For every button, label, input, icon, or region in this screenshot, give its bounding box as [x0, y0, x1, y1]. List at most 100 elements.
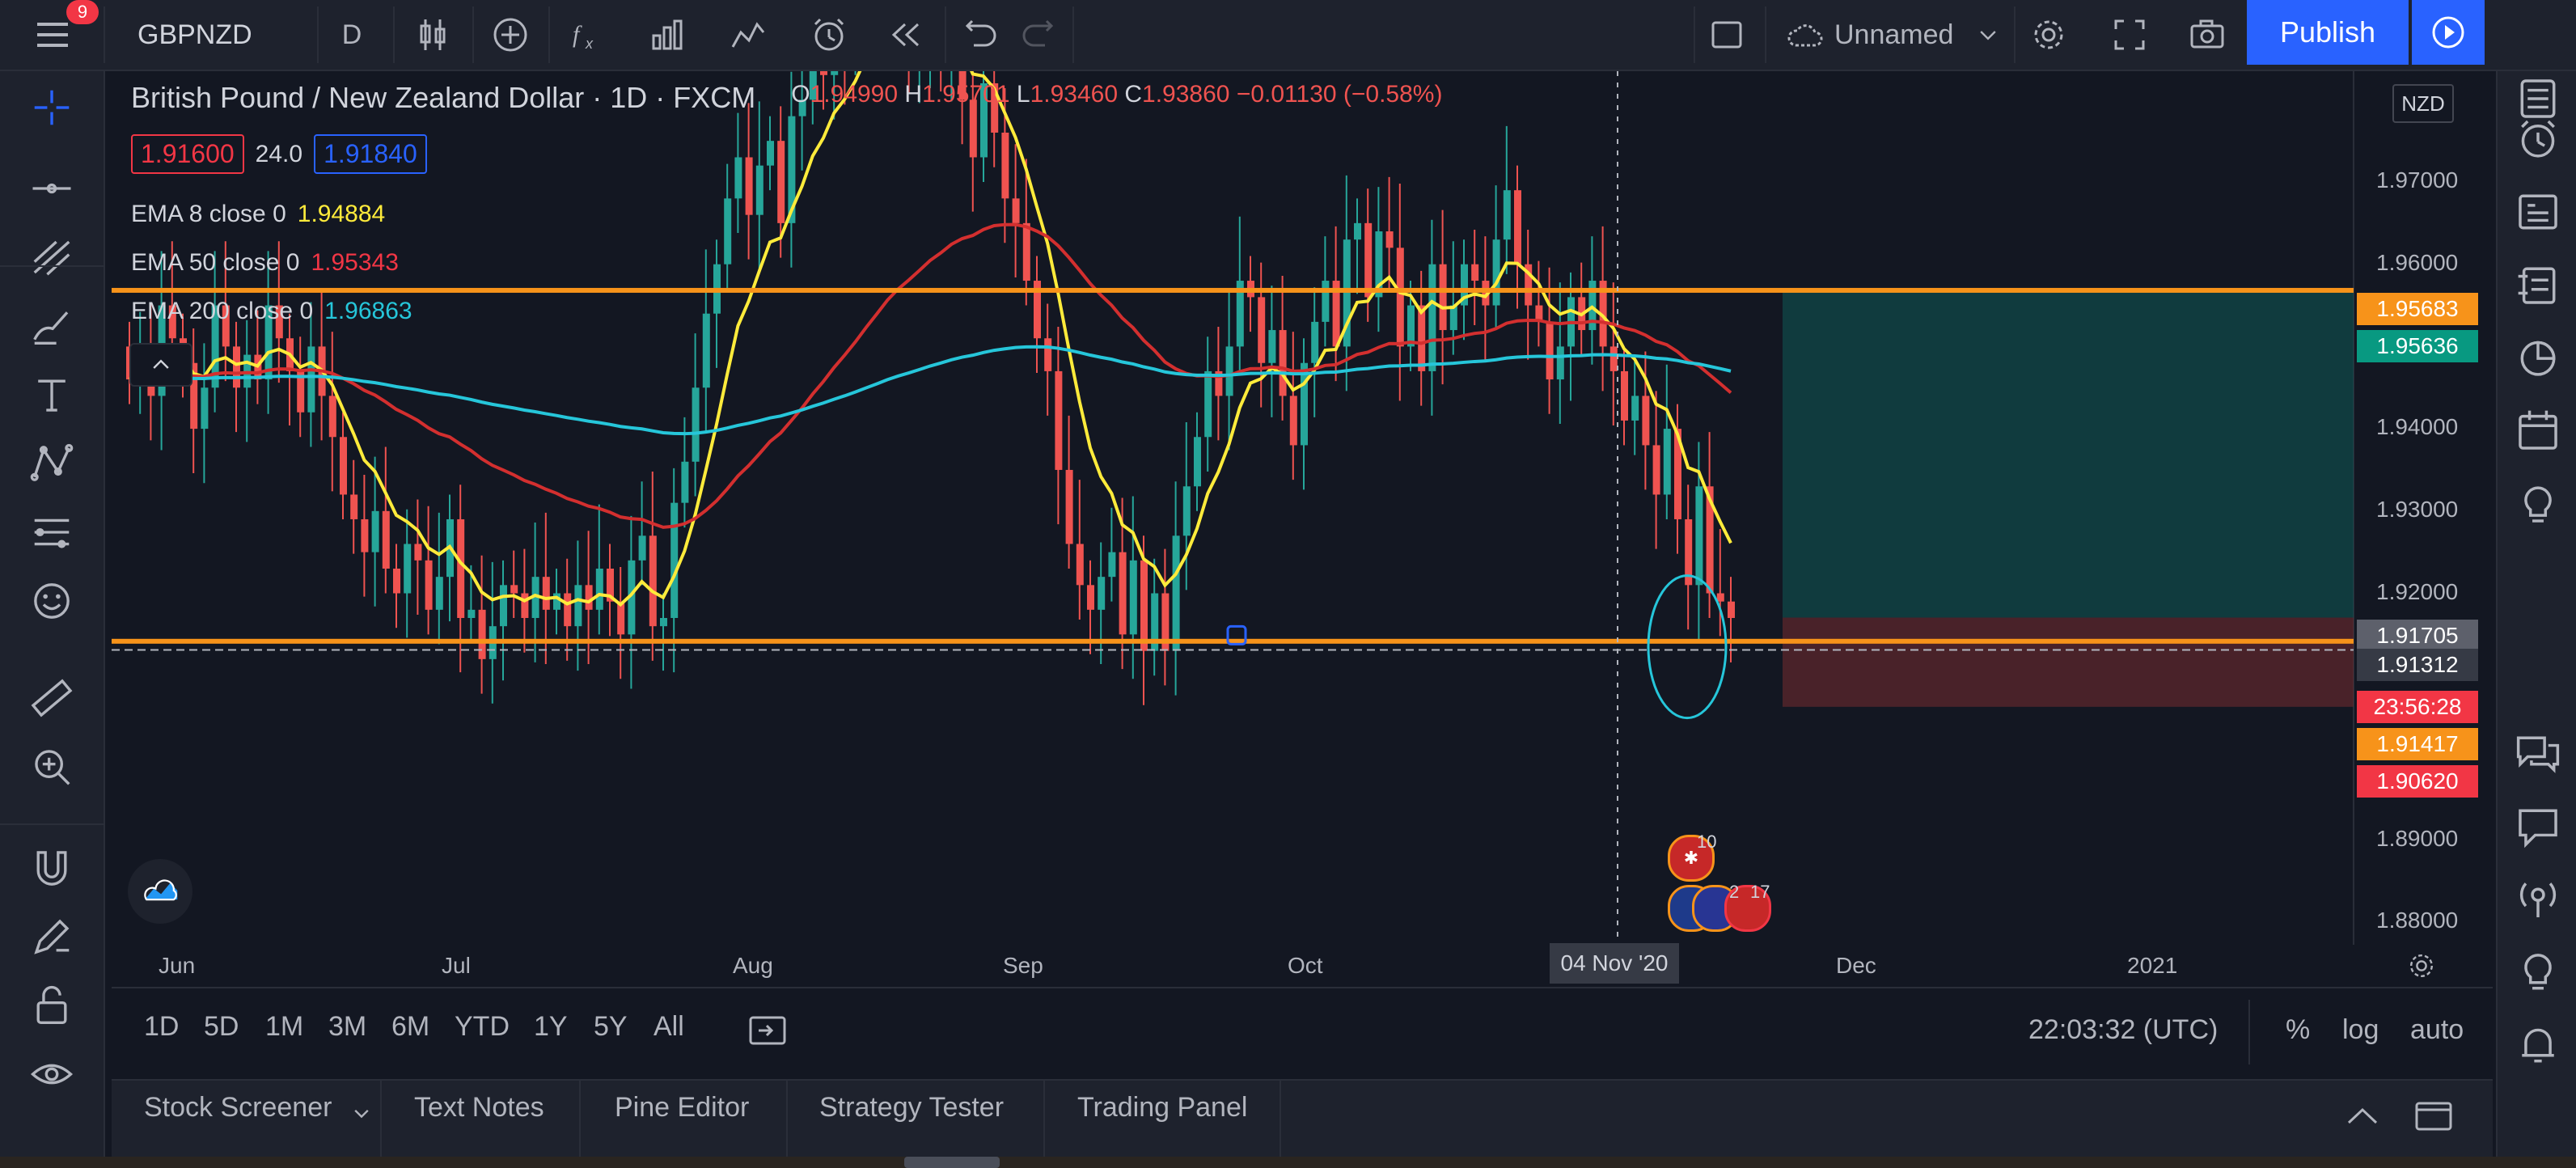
- uk-event-marker-2[interactable]: [1724, 885, 1771, 932]
- maximize-panel-icon[interactable]: [2413, 1098, 2454, 1134]
- candle-body: [382, 510, 390, 569]
- trend-line-icon[interactable]: [19, 229, 84, 286]
- price-chart[interactable]: [112, 71, 2493, 945]
- layout-icon[interactable]: [1698, 0, 1755, 70]
- pattern-icon[interactable]: [19, 435, 84, 492]
- symbol-search-button[interactable]: GBPNZD: [137, 19, 252, 50]
- stay-in-drawing-icon[interactable]: [19, 908, 84, 965]
- scrollbar-thumb[interactable]: [904, 1157, 1000, 1168]
- horizontal-line-icon[interactable]: [19, 160, 84, 217]
- interval-button[interactable]: D: [341, 19, 362, 50]
- range-button-1m[interactable]: 1M: [265, 1011, 304, 1042]
- eye-visibility-icon[interactable]: [19, 1046, 84, 1102]
- ruler-icon[interactable]: [19, 670, 84, 726]
- text-tool-icon[interactable]: [19, 366, 84, 423]
- watchlist-icon[interactable]: [2512, 73, 2564, 125]
- range-button-ytd[interactable]: YTD: [455, 1011, 510, 1042]
- ideas-lightbulb-icon[interactable]: [2512, 477, 2564, 529]
- notifications-bell-icon[interactable]: [2512, 1019, 2564, 1071]
- range-button-3m[interactable]: 3M: [328, 1011, 367, 1042]
- undo-icon[interactable]: [953, 0, 1009, 70]
- percent-scale-toggle[interactable]: %: [2286, 1014, 2311, 1045]
- publish-button[interactable]: Publish: [2247, 0, 2409, 65]
- snapshot-camera-icon[interactable]: [2179, 0, 2235, 70]
- candle-body: [1631, 396, 1639, 421]
- brush-icon[interactable]: [19, 298, 84, 354]
- calendar-pie-icon[interactable]: [2512, 332, 2564, 383]
- tab-text-notes[interactable]: Text Notes: [414, 1092, 544, 1123]
- tab-pine-editor[interactable]: Pine Editor: [615, 1092, 750, 1123]
- candle-body: [201, 387, 209, 430]
- ema200-legend[interactable]: EMA 200 close 0 1.96863: [131, 298, 412, 324]
- goto-date-icon[interactable]: [747, 1014, 788, 1047]
- uk-event-marker[interactable]: ✱: [1668, 835, 1715, 882]
- screener-chevron-down-icon[interactable]: [349, 1102, 374, 1126]
- financials-icon[interactable]: [639, 0, 696, 70]
- resistance-level: [112, 287, 2354, 293]
- alert-icon[interactable]: [801, 0, 857, 70]
- settings-gear-icon[interactable]: [2020, 0, 2077, 70]
- calendar-icon[interactable]: [2512, 404, 2564, 456]
- hotlist-icon[interactable]: [2512, 259, 2564, 311]
- lock-icon[interactable]: [19, 977, 84, 1034]
- range-button-5y[interactable]: 5Y: [594, 1011, 628, 1042]
- range-button-1y[interactable]: 1Y: [534, 1011, 568, 1042]
- price-tick-label: 1.97000: [2376, 167, 2459, 193]
- chart-settings-gear-icon[interactable]: [2405, 950, 2438, 982]
- zoom-in-icon[interactable]: [19, 738, 84, 795]
- range-button-all[interactable]: All: [654, 1011, 684, 1042]
- layout-name[interactable]: Unnamed: [1834, 19, 1954, 50]
- price-badge: 1.95683: [2357, 293, 2478, 325]
- emoji-icon[interactable]: [19, 573, 84, 629]
- log-scale-toggle[interactable]: log: [2342, 1014, 2379, 1045]
- candle-body: [1034, 281, 1041, 339]
- streams-icon[interactable]: [2512, 801, 2564, 853]
- ema8-legend[interactable]: EMA 8 close 0 1.94884: [131, 201, 386, 227]
- range-button-6m[interactable]: 6M: [391, 1011, 430, 1042]
- cloud-logo-icon[interactable]: [128, 859, 192, 924]
- candle-body: [670, 502, 679, 619]
- chat-icon[interactable]: [2512, 728, 2564, 780]
- candle-body: [1258, 297, 1266, 363]
- candle-body: [564, 593, 572, 627]
- ema50-legend[interactable]: EMA 50 close 0 1.95343: [131, 249, 399, 276]
- tab-trading-panel[interactable]: Trading Panel: [1077, 1092, 1248, 1123]
- cloud-save-icon[interactable]: [1776, 0, 1833, 70]
- publish-play-icon[interactable]: [2412, 0, 2485, 65]
- lightbulb-icon[interactable]: [2512, 946, 2564, 998]
- symbol-title[interactable]: British Pound / New Zealand Dollar · 1D …: [131, 81, 756, 114]
- ema8-line: [128, 71, 1732, 607]
- crosshair-icon[interactable]: [19, 79, 84, 136]
- candle-body: [233, 346, 240, 388]
- redo-icon[interactable]: [1009, 0, 1066, 70]
- candle-body: [1204, 370, 1212, 438]
- buy-price-button[interactable]: 1.91840: [314, 134, 427, 174]
- menu-icon[interactable]: [24, 0, 81, 70]
- sell-price-button[interactable]: 1.91600: [131, 134, 244, 174]
- range-button-5d[interactable]: 5D: [204, 1011, 239, 1042]
- data-window-icon[interactable]: [2512, 186, 2564, 238]
- tab-strategy-tester[interactable]: Strategy Tester: [819, 1092, 1005, 1123]
- candle-body: [1418, 305, 1426, 371]
- collapse-legend-button[interactable]: [129, 343, 192, 387]
- compare-add-icon[interactable]: [482, 0, 539, 70]
- prediction-tools-icon[interactable]: [19, 504, 84, 561]
- candle-body: [1407, 305, 1415, 347]
- range-button-1d[interactable]: 1D: [144, 1011, 180, 1042]
- chevron-down-icon[interactable]: [1972, 0, 2004, 70]
- magnet-icon[interactable]: [19, 840, 84, 896]
- utc-clock[interactable]: 22:03:32 (UTC): [2028, 1014, 2219, 1045]
- auto-scale-toggle[interactable]: auto: [2410, 1014, 2464, 1045]
- templates-icon[interactable]: [720, 0, 776, 70]
- currency-label[interactable]: NZD: [2392, 84, 2454, 123]
- alarm-clock-icon[interactable]: [2512, 113, 2564, 165]
- replay-icon[interactable]: [878, 0, 934, 70]
- candle-body: [1449, 305, 1457, 331]
- price-badge: 1.95636: [2357, 330, 2478, 362]
- expand-panel-chevron-up-icon[interactable]: [2342, 1100, 2383, 1132]
- signal-broadcast-icon[interactable]: [2512, 874, 2564, 925]
- candles-style-icon[interactable]: [404, 0, 461, 70]
- tab-stock-screener[interactable]: Stock Screener: [144, 1092, 332, 1123]
- fullscreen-icon[interactable]: [2101, 0, 2158, 70]
